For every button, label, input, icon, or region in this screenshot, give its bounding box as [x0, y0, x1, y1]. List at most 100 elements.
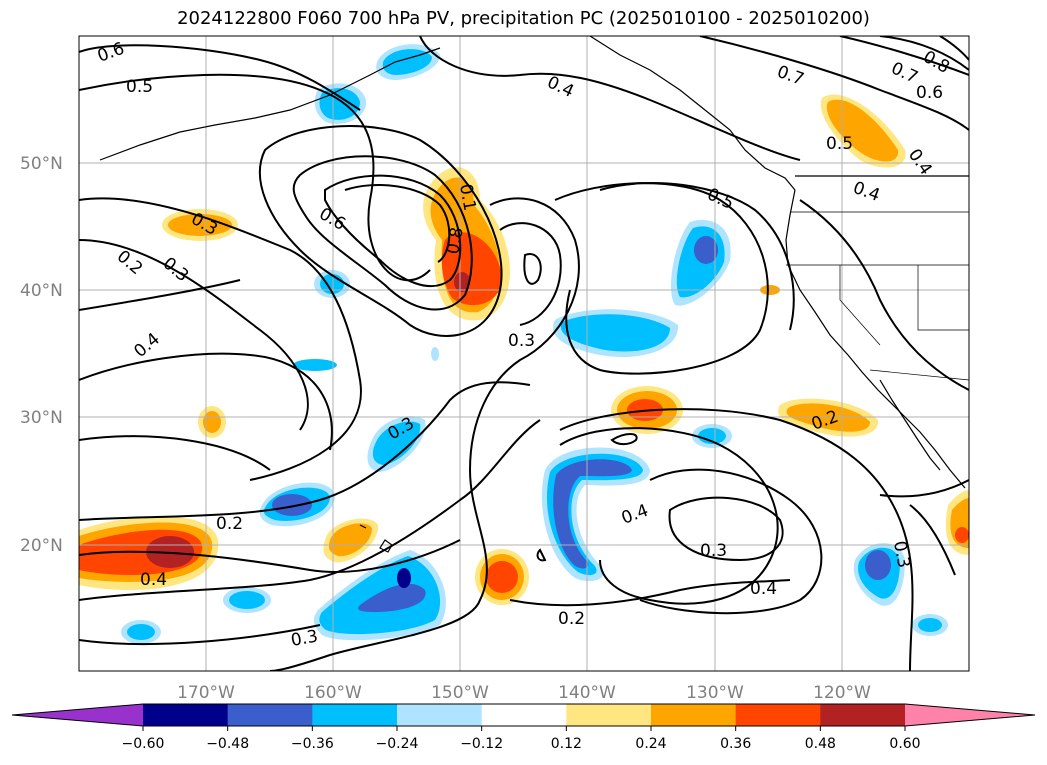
contour-line: [259, 125, 503, 337]
contour-label: 0.6: [316, 204, 349, 235]
colorbar-swatch: [566, 704, 652, 726]
map-title: 2024122800 F060 700 hPa PV, precipitatio…: [177, 8, 870, 29]
lon-label: 170°W: [177, 683, 235, 703]
contour-line: [599, 181, 795, 331]
contour-line: [909, 504, 956, 576]
colorbar-swatch: [820, 704, 906, 726]
contour-label: 0.5: [826, 134, 853, 154]
contour-line: [523, 253, 542, 285]
colorbar-swatch: [735, 704, 821, 726]
precip-positive-blob: [454, 272, 470, 292]
lon-label: 160°W: [304, 683, 362, 703]
contour-line: [79, 435, 271, 471]
precip-negative-blob: [358, 583, 426, 612]
contour-line: [79, 44, 361, 111]
contour-line: [79, 419, 541, 601]
lon-label: 130°W: [686, 683, 744, 703]
map-frame: [78, 35, 970, 672]
contour-line: [610, 433, 638, 446]
colorbar-swatch: [227, 704, 313, 726]
colorbar-swatch: [312, 704, 398, 726]
precip-negative-blob: [698, 428, 726, 444]
contour-line: [79, 381, 531, 521]
contour-line: [536, 548, 547, 562]
contour-label: 0.3: [889, 539, 913, 569]
precip-negative-blob: [272, 494, 312, 516]
state-border: [839, 265, 881, 346]
alaska-coast: [99, 47, 441, 161]
contour-line: [324, 174, 462, 288]
colorbar-tick-label: 0.36: [720, 736, 751, 752]
contour-label: 0.2: [558, 609, 585, 629]
contour-label: 0.8: [920, 47, 953, 78]
precip-negative-blob: [918, 618, 942, 632]
precip-negative-blob: [372, 421, 421, 465]
contour-label: 0.3: [508, 331, 535, 351]
colorbar-tick-label: −0.12: [460, 736, 503, 752]
colorbar-tick-label: 0.48: [805, 736, 836, 752]
contour-label: 0.7: [774, 62, 806, 90]
lon-label: 140°W: [558, 683, 616, 703]
contour-label: 0.2: [216, 514, 243, 534]
lat-label: 40°N: [20, 281, 63, 301]
contour-label: 0.3: [159, 254, 193, 287]
precip-negative-blob: [293, 359, 337, 371]
contour-label: 0.4: [130, 329, 164, 362]
contour-line: [559, 408, 914, 671]
lat-label: 50°N: [20, 154, 63, 174]
contour-label: 0.4: [850, 178, 882, 206]
contour-line: [292, 155, 473, 311]
pv-contours: [79, 36, 969, 671]
colorbar-swatch: [481, 704, 567, 726]
contour-label: 0.2: [113, 247, 147, 280]
contour-label: 0.6: [95, 39, 127, 67]
lon-label: 150°W: [431, 683, 489, 703]
mexico-border: [869, 369, 969, 381]
colorbar-tick-label: −0.36: [291, 736, 334, 752]
contour-label: 0.5: [126, 77, 153, 97]
contour-line: [79, 624, 321, 645]
contour-label: 0.6: [916, 83, 943, 103]
contour-line: [419, 36, 801, 161]
precip-positive-blob: [826, 99, 899, 162]
colorbar-tick-label: 0.24: [635, 736, 666, 752]
precip-negative-blob: [127, 624, 155, 640]
precip-positive-blob: [955, 527, 969, 543]
precip-negative-blob: [431, 347, 439, 361]
colorbar-extend-max: [905, 704, 1035, 726]
contour-line: [79, 352, 333, 451]
baja-coast: [879, 379, 941, 471]
precip-negative-blob: [553, 459, 632, 569]
contour-line: [939, 36, 969, 61]
contour-label: 0.3: [289, 627, 319, 651]
colorbar-tick-label: 0.60: [889, 736, 920, 752]
contour-line: [79, 279, 241, 311]
contour-line: [668, 496, 784, 562]
contour-line: [559, 427, 779, 605]
contour-line: [639, 468, 823, 615]
contour-label: 0.4: [904, 145, 936, 179]
colorbar-swatch: [143, 704, 229, 726]
contour-line: [79, 73, 431, 282]
hawaii-island: [379, 539, 393, 553]
hawaii-island: [359, 524, 367, 529]
precip-shading: [79, 44, 969, 644]
bc-coast: [589, 36, 796, 191]
precip-negative-blob: [865, 550, 891, 580]
contour-line: [79, 197, 362, 481]
contour-line: [839, 36, 969, 76]
lat-label: 30°N: [20, 408, 63, 428]
colorbar-swatch: [397, 704, 483, 726]
coastlines: [99, 36, 969, 553]
precip-negative-blob: [397, 568, 411, 588]
contour-line: [79, 539, 461, 573]
colorbar: −0.60 −0.48 −0.36 −0.24 −0.12 0.12 0.24 0.36 0.4…: [11, 703, 1036, 752]
lat-label: 20°N: [20, 536, 63, 556]
contour-line: [79, 239, 309, 431]
contour-labels: 0.6 0.5 0.4 0.7 0.8 0.7 0.6 0.5 0.4 0.4 …: [95, 39, 953, 651]
contour-label: 0.4: [619, 501, 651, 529]
contour-label: 0.8: [443, 226, 467, 256]
colorbar-tick-label: −0.60: [122, 736, 165, 752]
precip-positive-blob: [168, 214, 232, 236]
